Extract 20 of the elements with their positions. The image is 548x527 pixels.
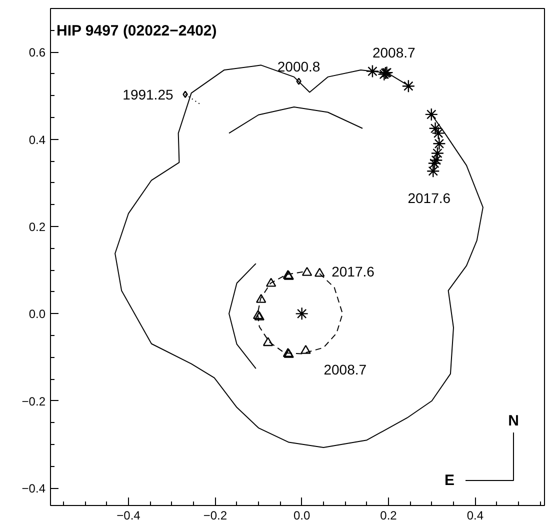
annotation: 2017.6 bbox=[408, 190, 451, 206]
annotation: E bbox=[444, 472, 455, 489]
annotation: 2008.7 bbox=[372, 44, 416, 60]
y-tick-label: 0.2 bbox=[28, 220, 46, 234]
y-tick-label: −0.4 bbox=[22, 482, 46, 496]
y-tick-label: 0.0 bbox=[28, 307, 46, 322]
annotation: 2017.6 bbox=[332, 264, 375, 280]
y-tick-label: 0.4 bbox=[28, 132, 46, 147]
x-tick-label: −0.2 bbox=[203, 508, 228, 522]
annotation: 1991.25 bbox=[122, 86, 174, 102]
y-tick-label: −0.2 bbox=[22, 394, 46, 408]
y-tick-label: 0.6 bbox=[28, 46, 46, 60]
x-tick-label: 0.4 bbox=[466, 508, 484, 522]
annotation: N bbox=[508, 412, 519, 430]
text: HIP 9497 (02022−2402) bbox=[56, 22, 217, 40]
x-tick-label: 0.2 bbox=[380, 508, 398, 522]
annotation: 2008.7 bbox=[324, 362, 367, 378]
x-tick-label: 0.0 bbox=[293, 508, 310, 522]
x-tick-label: −0.4 bbox=[116, 508, 141, 522]
annotation: 2000.8 bbox=[277, 58, 320, 74]
